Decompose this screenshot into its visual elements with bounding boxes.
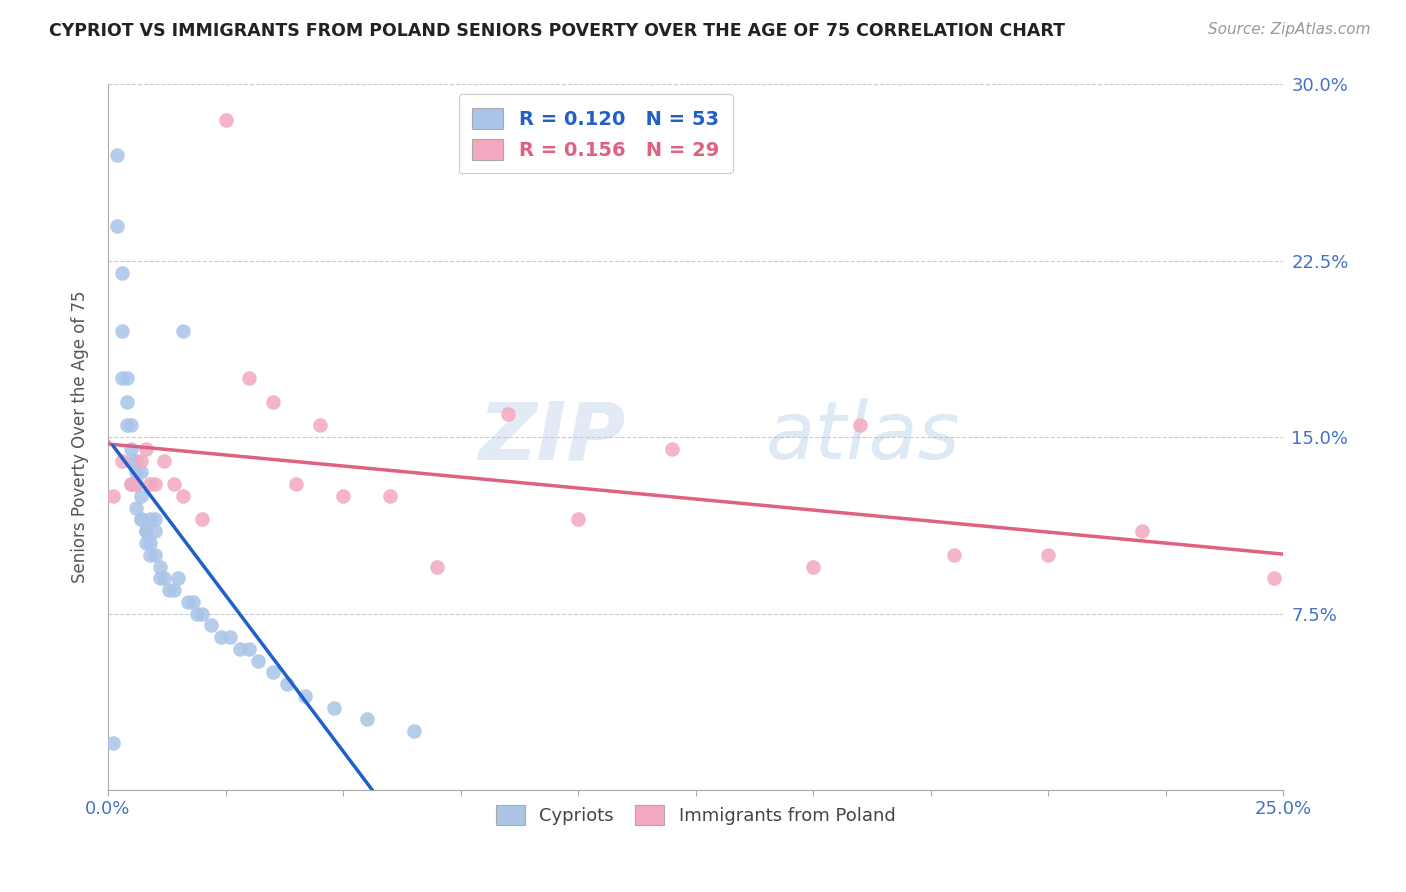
Point [139, 536, 162, 550]
Point [322, 700, 344, 714]
Point [943, 548, 966, 562]
Point [143, 512, 166, 526]
Point [111, 266, 134, 280]
Point [125, 453, 148, 467]
Point [177, 595, 200, 609]
Point [219, 630, 242, 644]
Point [849, 418, 872, 433]
Point [129, 512, 152, 526]
Point [101, 736, 124, 750]
Point [1263, 571, 1285, 585]
Text: ZIP: ZIP [478, 398, 626, 476]
Point [496, 407, 519, 421]
Point [121, 477, 143, 491]
Point [105, 219, 128, 233]
Point [143, 477, 166, 491]
Point [135, 524, 157, 539]
Point [153, 453, 176, 467]
Point [426, 559, 449, 574]
Point [262, 395, 284, 409]
Point [238, 641, 260, 656]
Point [276, 677, 298, 691]
Point [101, 489, 124, 503]
Point [125, 477, 148, 491]
Point [661, 442, 683, 456]
Point [402, 724, 425, 739]
Point [200, 618, 222, 632]
Legend: Cypriots, Immigrants from Poland: Cypriots, Immigrants from Poland [486, 796, 904, 834]
Point [163, 477, 186, 491]
Point [129, 453, 152, 467]
Point [172, 489, 194, 503]
Point [135, 536, 157, 550]
Point [157, 582, 180, 597]
Point [356, 712, 378, 726]
Text: Source: ZipAtlas.com: Source: ZipAtlas.com [1208, 22, 1371, 37]
Point [228, 641, 250, 656]
Point [135, 442, 157, 456]
Point [129, 466, 152, 480]
Point [247, 654, 270, 668]
Point [1130, 524, 1153, 539]
Point [125, 466, 148, 480]
Point [172, 324, 194, 338]
Point [308, 418, 330, 433]
Point [143, 548, 166, 562]
Point [111, 324, 134, 338]
Point [115, 418, 138, 433]
Point [105, 148, 128, 162]
Point [139, 477, 162, 491]
Point [167, 571, 190, 585]
Point [139, 512, 162, 526]
Point [209, 630, 232, 644]
Point [214, 112, 236, 127]
Text: CYPRIOT VS IMMIGRANTS FROM POLAND SENIORS POVERTY OVER THE AGE OF 75 CORRELATION: CYPRIOT VS IMMIGRANTS FROM POLAND SENIOR… [49, 22, 1066, 40]
Point [378, 489, 401, 503]
Point [191, 512, 214, 526]
Point [125, 477, 148, 491]
Text: atlas: atlas [766, 398, 960, 476]
Point [181, 595, 204, 609]
Point [115, 395, 138, 409]
Point [191, 607, 214, 621]
Point [801, 559, 824, 574]
Point [111, 453, 134, 467]
Point [163, 582, 186, 597]
Point [125, 500, 148, 515]
Point [285, 477, 308, 491]
Point [135, 524, 157, 539]
Point [149, 571, 172, 585]
Point [332, 489, 354, 503]
Point [121, 442, 143, 456]
Point [262, 665, 284, 680]
Point [111, 371, 134, 385]
Point [121, 477, 143, 491]
Point [186, 607, 208, 621]
Y-axis label: Seniors Poverty Over the Age of 75: Seniors Poverty Over the Age of 75 [72, 291, 89, 583]
Point [238, 371, 260, 385]
Point [129, 512, 152, 526]
Point [294, 689, 316, 703]
Point [139, 548, 162, 562]
Point [143, 524, 166, 539]
Point [115, 371, 138, 385]
Point [149, 559, 172, 574]
Point [121, 453, 143, 467]
Point [121, 418, 143, 433]
Point [1036, 548, 1059, 562]
Point [129, 489, 152, 503]
Point [153, 571, 176, 585]
Point [567, 512, 589, 526]
